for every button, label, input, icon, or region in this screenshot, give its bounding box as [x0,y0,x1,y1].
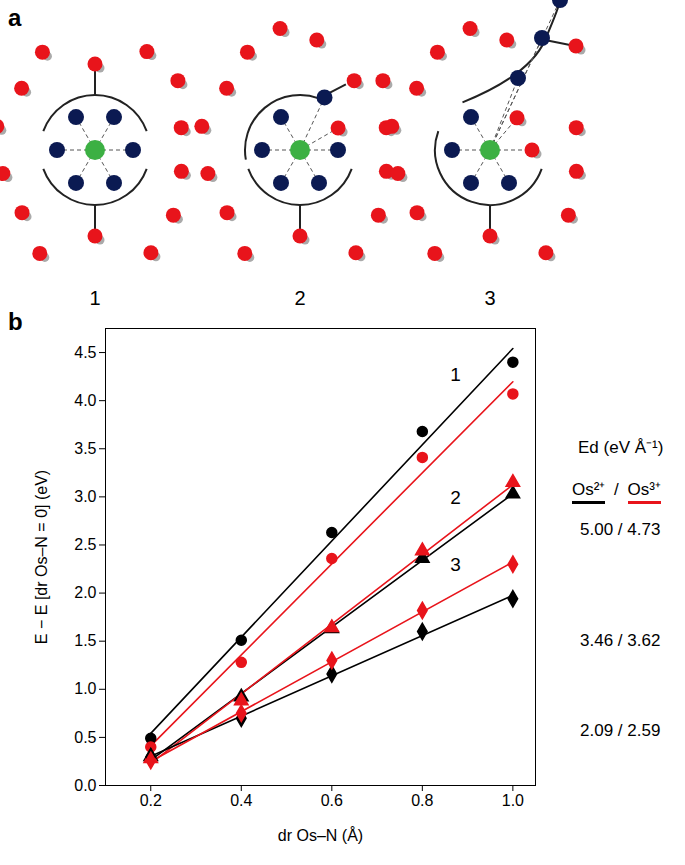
svg-text:1.5: 1.5 [74,632,96,649]
html-text:Ed (eV Å⁻¹): Ed (eV Å⁻¹) [578,438,664,457]
svg-text:2: 2 [450,487,461,508]
svg-text:1.0: 1.0 [502,792,524,809]
svg-text:3: 3 [450,554,461,575]
html-text:2.09 / 2.59: 2.09 / 2.59 [580,721,661,740]
svg-text:0.4: 0.4 [230,792,252,809]
svg-text:3: 3 [484,287,495,309]
svg-text:4.5: 4.5 [74,344,96,361]
svg-text:3.5: 3.5 [74,440,96,457]
html-text:5.00 / 4.73: 5.00 / 4.73 [580,520,661,539]
svg-text:a: a [8,4,22,31]
html-text:3.46 / 3.62: 3.46 / 3.62 [580,631,661,650]
svg-text:0.8: 0.8 [411,792,433,809]
svg-text:0.2: 0.2 [140,792,162,809]
svg-text:1: 1 [450,364,461,385]
svg-text:dr Os–N (Å): dr Os–N (Å) [278,826,363,844]
svg-text:0.6: 0.6 [321,792,343,809]
svg-text:0.5: 0.5 [74,729,96,746]
svg-text:3.0: 3.0 [74,488,96,505]
svg-text:1.0: 1.0 [74,680,96,697]
svg-text:E − E [dr Os–N = 0] (eV): E − E [dr Os–N = 0] (eV) [33,470,50,644]
svg-text:1: 1 [89,287,100,309]
html-text:b: b [8,308,23,335]
svg-text:2: 2 [294,287,305,309]
svg-text:2.0: 2.0 [74,584,96,601]
html-text:Os²⁺ / Os³⁺: Os²⁺ / Os³⁺ [572,480,661,499]
svg-text:0.0: 0.0 [74,777,96,794]
svg-text:2.5: 2.5 [74,536,96,553]
svg-text:4.0: 4.0 [74,392,96,409]
